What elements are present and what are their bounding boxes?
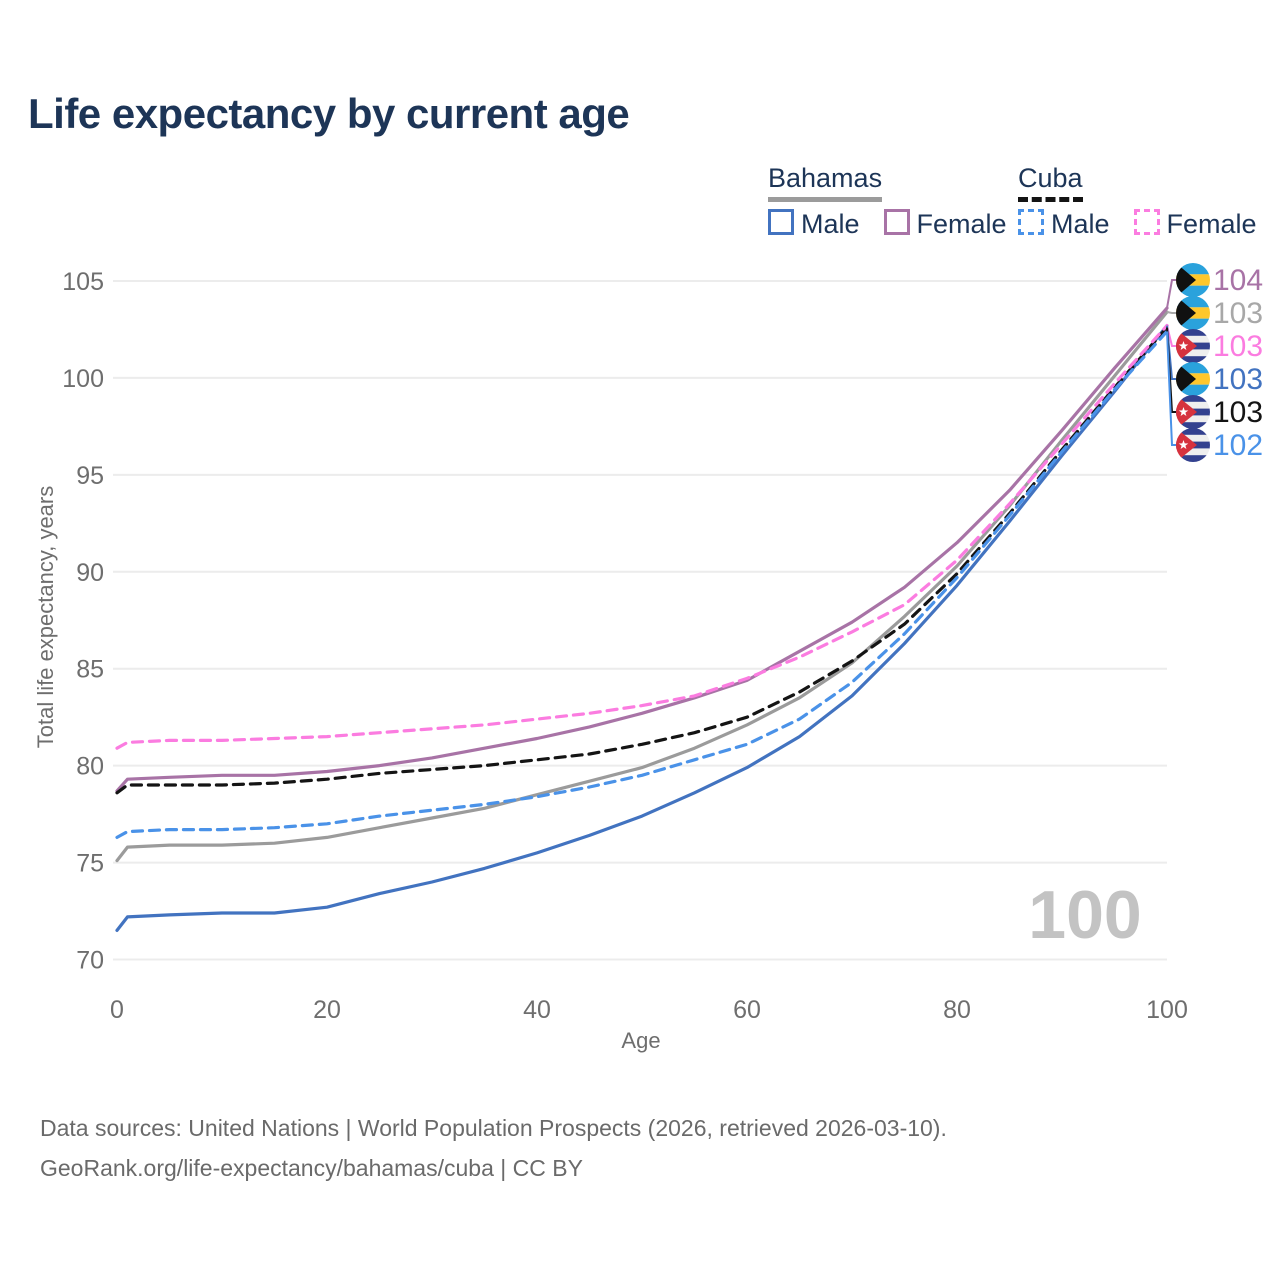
attribution-line: GeoRank.org/life-expectancy/bahamas/cuba… xyxy=(40,1155,583,1181)
end-label-value-cuba_total: 103 xyxy=(1213,396,1263,429)
y-tick-label-95: 95 xyxy=(76,462,104,490)
legend-swatch-bahamas-female xyxy=(883,209,910,235)
footer: Data sources: United Nations | World Pop… xyxy=(40,1108,947,1188)
end-label-value-cuba_female: 103 xyxy=(1213,330,1263,363)
x-tick-label-40: 40 xyxy=(523,996,551,1024)
end-label-value-bahamas_male: 103 xyxy=(1213,363,1263,396)
y-tick-label-75: 75 xyxy=(76,850,104,878)
x-tick-label-20: 20 xyxy=(313,996,341,1024)
series-line-cuba_total[interactable] xyxy=(115,325,1169,795)
page-title: Life expectancy by current age xyxy=(28,90,630,137)
series-line-bahamas_female[interactable] xyxy=(115,306,1169,793)
x-tick-label-0: 0 xyxy=(110,996,124,1024)
y-tick-label-80: 80 xyxy=(76,753,104,781)
legend-swatch-cuba-male xyxy=(1018,209,1044,235)
series-line-cuba_female[interactable] xyxy=(115,324,1169,750)
hover-age-watermark: 100 xyxy=(1028,877,1141,953)
legend-group-bahamas: Bahamas Male Female xyxy=(768,163,1031,240)
y-tick-label-105: 105 xyxy=(62,268,104,296)
legend-item-cuba-female[interactable]: Female xyxy=(1133,209,1257,240)
legend-item-label: Female xyxy=(1166,209,1257,239)
data-source-line: Data sources: United Nations | World Pop… xyxy=(40,1115,947,1141)
y-tick-label-100: 100 xyxy=(62,365,104,393)
legend-underline-bahamas xyxy=(768,197,883,202)
legend-item-bahamas-male[interactable]: Male xyxy=(768,209,860,240)
bahamas-flag-icon xyxy=(1176,263,1210,297)
legend-item-cuba-male[interactable]: Male xyxy=(1018,209,1110,240)
end-label-leader-bahamas_total xyxy=(1166,311,1176,314)
series-line-bahamas_male[interactable] xyxy=(115,324,1169,933)
cuba-flag-icon xyxy=(1176,329,1210,363)
cuba-flag-icon xyxy=(1176,428,1210,462)
legend-group-cuba: Cuba Male Female xyxy=(1018,163,1280,240)
legend-item-bahamas-female[interactable]: Female xyxy=(883,209,1007,240)
end-label-leader-bahamas_female xyxy=(1166,279,1176,309)
legend-swatch-cuba-female xyxy=(1133,209,1160,235)
end-label-value-cuba_male: 102 xyxy=(1213,429,1263,462)
legend-country-cuba[interactable]: Cuba xyxy=(1018,163,1083,202)
bahamas-flag-icon xyxy=(1176,362,1210,396)
legend-country-bahamas[interactable]: Bahamas xyxy=(768,163,883,202)
y-axis-title: Total life expectancy, years xyxy=(33,485,58,749)
cuba-flag-icon xyxy=(1176,395,1210,429)
legend-item-label: Female xyxy=(916,209,1007,239)
end-label-value-bahamas_total: 103 xyxy=(1213,297,1263,330)
end-label-leader-cuba_female xyxy=(1166,325,1176,347)
end-label-value-bahamas_female: 104 xyxy=(1213,264,1263,297)
y-tick-label-90: 90 xyxy=(76,559,104,587)
legend-swatch-bahamas-male xyxy=(768,209,794,235)
bahamas-flag-icon xyxy=(1176,296,1210,330)
legend-underline-cuba xyxy=(1018,197,1083,202)
end-label-leader-cuba_male xyxy=(1166,331,1176,446)
x-tick-label-60: 60 xyxy=(733,996,761,1024)
series-line-bahamas_total[interactable] xyxy=(115,310,1169,863)
x-tick-label-100: 100 xyxy=(1146,996,1188,1024)
x-tick-label-80: 80 xyxy=(943,996,971,1024)
y-tick-label-85: 85 xyxy=(76,656,104,684)
legend-item-label: Male xyxy=(1051,209,1110,239)
legend-item-label: Male xyxy=(801,209,860,239)
series-line-cuba_male[interactable] xyxy=(115,329,1169,840)
x-axis-title: Age xyxy=(621,1028,661,1053)
y-tick-label-70: 70 xyxy=(76,947,104,975)
